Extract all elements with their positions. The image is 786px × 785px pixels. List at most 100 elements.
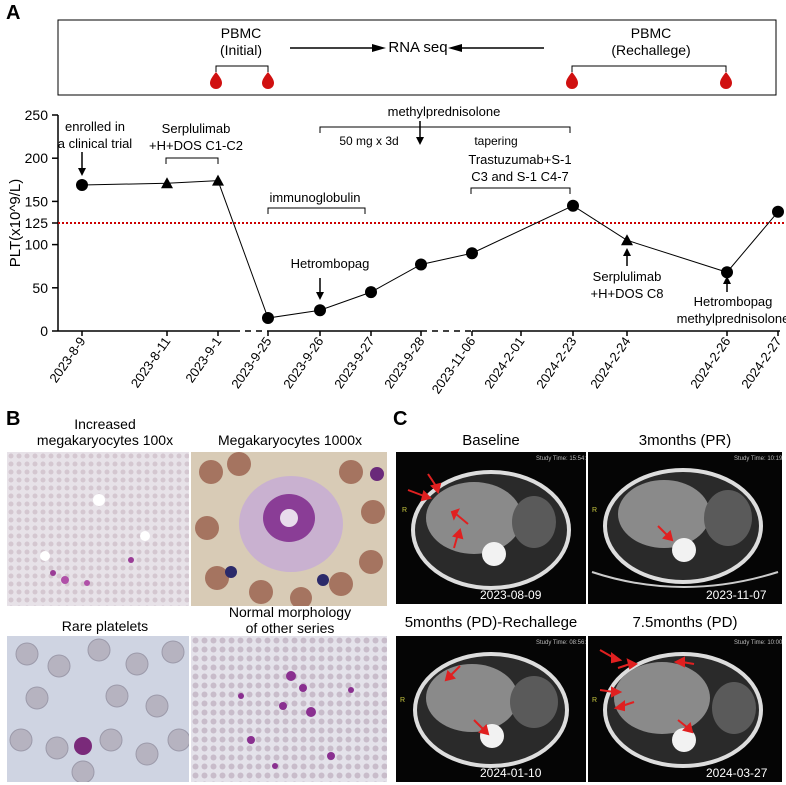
- micro-image-other-series: [191, 636, 387, 782]
- ct-date-5months: 2024-01-10: [480, 766, 541, 780]
- annot-serplulimab2-2: +H+DOS C8: [591, 286, 664, 301]
- annot-hetro-methyl-2: methylprednisolone: [677, 311, 786, 326]
- annot-serplulimab2-1: Serplulimab: [593, 269, 662, 284]
- ct-scan-3months: Study Time: 10:19:32 R: [588, 452, 782, 604]
- micro-title-1-line2: megakaryocytes 100x: [20, 432, 190, 448]
- annot-hetro-methyl-1: Hetrombopag: [694, 294, 773, 309]
- bracket-trastuzumab: [471, 188, 570, 194]
- micro-title-2: Megakaryocytes 1000x: [192, 432, 388, 448]
- micro-image-megakaryocytes-100x: [7, 452, 189, 606]
- x-tick-label: 2023-9-27: [331, 334, 377, 391]
- arrow-enrolled-head: [78, 168, 86, 176]
- y-tick-label: 125: [25, 215, 49, 231]
- svg-text:Study Time: 08:56:44: Study Time: 08:56:44: [536, 640, 586, 646]
- panel-label-c: C: [393, 408, 407, 431]
- ct-date-baseline: 2023-08-09: [480, 588, 541, 602]
- annot-trastuzumab-2: C3 and S-1 C4-7: [471, 169, 569, 184]
- ct-title-5months: 5months (PD)-Rechallege: [396, 614, 586, 631]
- pbmc-initial-line1: PBMC: [221, 25, 261, 41]
- arrow-methylpred-head: [416, 137, 424, 145]
- annot-trastuzumab-1: Trastuzumab+S-1: [468, 152, 571, 167]
- x-tick-label: 2023-9-25: [228, 334, 274, 391]
- annot-hetrombopag: Hetrombopag: [291, 256, 370, 271]
- svg-text:Study Time: 10:19:32: Study Time: 10:19:32: [734, 456, 782, 462]
- svg-text:R: R: [400, 697, 405, 704]
- x-tick-label: 2023-9-26: [280, 334, 326, 391]
- ct-scan-baseline: Study Time: 15:54:17 R: [396, 452, 586, 604]
- annot-tapering: tapering: [474, 134, 517, 148]
- y-ticks: 0 50 100 125 150 200 250: [25, 107, 58, 339]
- arrow-hetrombopag-head: [316, 292, 324, 300]
- annot-dose: 50 mg x 3d: [339, 134, 398, 148]
- svg-text:R: R: [402, 507, 407, 514]
- micro-title-4-line2: of other series: [192, 620, 388, 636]
- data-point-circle: [415, 258, 427, 270]
- annot-serplulimab1-2: +H+DOS C1-C2: [149, 138, 243, 153]
- data-point-circle: [76, 179, 88, 191]
- bracket-methylpred: [320, 127, 570, 133]
- y-axis-label: PLT(x10^9/L): [7, 179, 24, 267]
- x-tick-label: 2023-9-1: [182, 334, 224, 385]
- pbmc-rechallenge-line2: (Rechallege): [611, 42, 690, 58]
- micro-image-rare-platelets: [7, 636, 189, 782]
- y-tick-label: 250: [25, 107, 49, 123]
- x-tick-label: 2024-2-23: [533, 334, 579, 391]
- x-tick-label: 2024-2-01: [481, 334, 527, 391]
- annot-methylpred: methylprednisolone: [388, 104, 501, 119]
- annot-enrolled-1: enrolled in: [65, 119, 125, 134]
- y-tick-label: 50: [32, 280, 48, 296]
- ct-date-3months: 2023-11-07: [706, 588, 767, 602]
- plt-markers: [76, 175, 784, 324]
- x-tick-label: 2023-9-28: [381, 334, 427, 391]
- data-point-circle: [314, 304, 326, 316]
- x-tick-label: 2023-8-9: [46, 334, 88, 385]
- micro-title-4: Normal morphology of other series: [192, 604, 388, 636]
- data-point-triangle: [621, 234, 633, 245]
- bracket-serplulimab1: [166, 158, 218, 164]
- svg-text:R: R: [592, 507, 597, 514]
- x-ticks: 2023-8-9 2023-8-11 2023-9-1 2023-9-25 2023-9…: [46, 331, 784, 396]
- panel-a-figure: PBMC (Initial) RNA seq PBMC (Rechallege)…: [0, 0, 786, 400]
- annot-serplulimab1-1: Serplulimab: [162, 121, 231, 136]
- micro-title-4-line1: Normal morphology: [192, 604, 388, 620]
- annot-immunoglobulin: immunoglobulin: [269, 190, 360, 205]
- blood-drop-icon: [720, 72, 732, 89]
- y-tick-label: 200: [25, 150, 49, 166]
- micro-title-3: Rare platelets: [20, 618, 190, 634]
- plt-series-line: [82, 181, 778, 318]
- left-arrow-head: [372, 44, 386, 52]
- data-point-circle: [772, 206, 784, 218]
- blood-drop-icon: [210, 72, 222, 89]
- bracket-immunoglobulin: [268, 208, 365, 214]
- ct-title-baseline: Baseline: [396, 432, 586, 449]
- ct-scan-5months: Study Time: 08:56:44 R: [396, 636, 586, 782]
- panel-label-b: B: [6, 408, 20, 431]
- x-tick-label: 2023-11-06: [429, 334, 479, 396]
- x-tick-label: 2023-8-11: [128, 334, 174, 390]
- micro-image-megakaryocytes-1000x: [191, 452, 387, 606]
- svg-text:Study Time: 15:54:17: Study Time: 15:54:17: [536, 456, 586, 462]
- svg-text:R: R: [592, 697, 597, 704]
- data-point-circle: [262, 312, 274, 324]
- x-tick-label: 2024-2-26: [687, 334, 733, 391]
- data-point-circle: [365, 286, 377, 298]
- y-tick-label: 100: [25, 237, 49, 253]
- pbmc-rechallenge-line1: PBMC: [631, 25, 671, 41]
- pbmc-rechallenge-bracket: [572, 66, 726, 72]
- y-tick-label: 0: [40, 323, 48, 339]
- pbmc-initial-line2: (Initial): [220, 42, 262, 58]
- data-point-circle: [466, 247, 478, 259]
- ct-date-7-5months: 2024-03-27: [706, 766, 767, 780]
- blood-drop-icon: [566, 72, 578, 89]
- ct-title-7-5months: 7.5months (PD): [588, 614, 782, 631]
- micro-title-1-line1: Increased: [20, 416, 190, 432]
- ct-scan-7-5months: Study Time: 10:00:01 R: [588, 636, 782, 782]
- annot-enrolled-2: a clinical trial: [58, 136, 133, 151]
- y-tick-label: 150: [25, 193, 49, 209]
- ct-title-3months: 3months (PR): [588, 432, 782, 449]
- data-point-circle: [567, 200, 579, 212]
- blood-drop-icon: [262, 72, 274, 89]
- svg-text:Study Time: 10:00:01: Study Time: 10:00:01: [734, 640, 782, 646]
- rna-seq-label: RNA seq: [388, 39, 447, 56]
- data-point-triangle: [212, 175, 224, 186]
